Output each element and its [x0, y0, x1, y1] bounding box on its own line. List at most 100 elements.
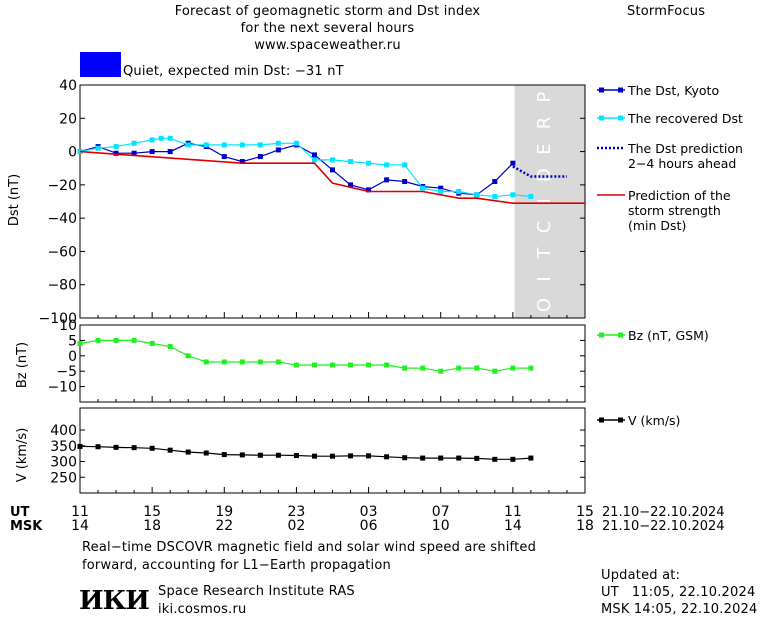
data-point	[221, 452, 227, 458]
data-point	[384, 454, 390, 460]
y-tick-label: −60	[47, 244, 77, 260]
legend-label: 2−4 hours ahead	[628, 156, 736, 171]
data-point	[203, 450, 209, 456]
data-point	[113, 144, 119, 150]
data-point	[528, 194, 534, 200]
ut-axis-label: UT	[10, 505, 30, 520]
data-point	[203, 359, 209, 365]
data-point	[149, 137, 155, 143]
series-line	[79, 150, 585, 204]
y-tick-label: −10	[47, 380, 77, 396]
y-tick-label: 20	[59, 111, 77, 127]
data-point	[311, 362, 317, 368]
data-point	[492, 368, 498, 374]
data-point	[293, 362, 299, 368]
data-point	[77, 340, 83, 346]
updated-ut: UT 11:05, 22.10.2024	[601, 585, 756, 600]
data-point	[257, 452, 263, 458]
footnote-line-1: Real−time DSCOVR magnetic field and sola…	[82, 540, 537, 555]
data-point	[311, 152, 317, 158]
data-point	[420, 365, 426, 371]
date-range-msk: 21.10−22.10.2024	[602, 519, 725, 534]
data-point	[95, 444, 101, 450]
prediction-letter: R	[534, 117, 555, 130]
data-point	[438, 455, 444, 461]
data-point	[131, 445, 137, 451]
data-point	[510, 365, 516, 371]
data-point	[348, 182, 354, 188]
data-point	[474, 365, 480, 371]
x-tick-label-ut: 23	[288, 504, 306, 520]
x-tick-label-ut: 15	[576, 504, 594, 520]
data-point	[474, 455, 480, 461]
y-tick-label: 40	[59, 78, 77, 94]
data-point	[185, 353, 191, 359]
data-point	[348, 362, 354, 368]
data-point	[510, 160, 516, 166]
series-line	[79, 445, 531, 460]
series-line	[79, 137, 531, 198]
x-tick-label-ut: 11	[71, 504, 89, 520]
y-tick-label: 300	[50, 455, 77, 471]
y-tick-label: −40	[47, 211, 77, 227]
legend-label: Prediction of the	[628, 188, 731, 203]
legend-label: storm strength	[628, 203, 721, 218]
site-url[interactable]: www.spaceweather.ru	[254, 38, 401, 53]
x-tick-label-ut: 19	[215, 504, 233, 520]
footnote-line-2: forward, accounting for L1−Earth propaga…	[82, 558, 391, 573]
data-point	[492, 194, 498, 200]
data-point	[293, 140, 299, 146]
legend-marker	[599, 115, 604, 121]
x-tick-label-msk: 10	[432, 518, 450, 534]
date-range-ut: 21.10−22.10.2024	[602, 505, 725, 520]
prediction-letter: I	[534, 198, 555, 203]
data-point	[330, 167, 335, 173]
data-point	[348, 159, 354, 165]
y-axis-label: Bz (nT)	[15, 342, 30, 388]
data-point	[275, 147, 281, 153]
legend-label: V (km/s)	[628, 413, 680, 428]
data-point	[167, 447, 173, 453]
data-point	[311, 453, 317, 459]
data-point	[366, 160, 372, 166]
data-point	[239, 359, 245, 365]
x-tick-label-ut: 07	[432, 504, 450, 520]
data-point	[239, 452, 245, 458]
x-tick-label-msk: 02	[288, 518, 306, 534]
data-point	[384, 162, 390, 168]
y-tick-label: 0	[68, 145, 77, 161]
x-tick-label-ut: 11	[504, 504, 522, 520]
data-point	[257, 359, 263, 365]
data-point	[221, 359, 227, 365]
legend-label: The Dst prediction	[627, 141, 743, 156]
data-point	[185, 449, 191, 455]
prediction-letter: P	[534, 91, 555, 102]
legend-marker	[618, 115, 623, 121]
x-tick-label-ut: 03	[360, 504, 378, 520]
legend-label: The Dst, Kyoto	[627, 83, 719, 98]
data-point	[275, 452, 281, 458]
data-point	[95, 337, 101, 343]
data-point	[131, 140, 137, 146]
institute-site[interactable]: iki.cosmos.ru	[158, 602, 247, 617]
data-point	[438, 185, 444, 191]
data-point	[438, 189, 444, 195]
data-point	[438, 368, 444, 374]
data-point	[348, 453, 354, 459]
msk-axis-label: MSK	[10, 519, 43, 534]
data-point	[149, 445, 155, 451]
data-point	[456, 365, 462, 371]
series-line	[512, 165, 567, 178]
data-point	[384, 362, 390, 368]
data-point	[510, 192, 516, 198]
x-tick-label-msk: 14	[504, 518, 522, 534]
data-point	[402, 365, 408, 371]
plot-frame	[79, 84, 586, 319]
x-tick-label-msk: 22	[215, 518, 233, 534]
status-text: Quiet, expected min Dst: −31 nT	[123, 64, 344, 79]
prediction-letter: I	[534, 276, 555, 281]
data-point	[113, 337, 119, 343]
data-point	[239, 159, 245, 165]
prediction-letter: N	[534, 324, 555, 337]
